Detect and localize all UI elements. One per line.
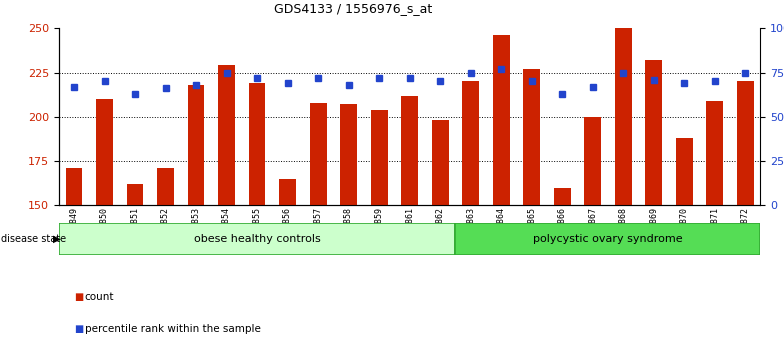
Bar bbox=[96, 99, 113, 205]
Bar bbox=[371, 110, 387, 205]
Text: count: count bbox=[85, 292, 114, 302]
Bar bbox=[493, 35, 510, 205]
Bar bbox=[310, 103, 326, 205]
Text: polycystic ovary syndrome: polycystic ovary syndrome bbox=[533, 234, 683, 244]
Bar bbox=[249, 83, 266, 205]
Text: GDS4133 / 1556976_s_at: GDS4133 / 1556976_s_at bbox=[274, 2, 432, 15]
Bar bbox=[218, 65, 235, 205]
Bar bbox=[127, 184, 143, 205]
Bar bbox=[456, 223, 760, 255]
Bar bbox=[645, 60, 662, 205]
Bar bbox=[187, 85, 205, 205]
Text: ■: ■ bbox=[74, 324, 84, 334]
Bar bbox=[157, 168, 174, 205]
Bar bbox=[706, 101, 723, 205]
Bar bbox=[279, 179, 296, 205]
Text: ▶: ▶ bbox=[53, 234, 61, 244]
Bar bbox=[554, 188, 571, 205]
Bar bbox=[463, 81, 479, 205]
Bar bbox=[523, 69, 540, 205]
Bar bbox=[737, 81, 753, 205]
Text: ■: ■ bbox=[74, 292, 84, 302]
Text: disease state: disease state bbox=[1, 234, 66, 244]
Bar bbox=[432, 120, 448, 205]
Text: percentile rank within the sample: percentile rank within the sample bbox=[85, 324, 260, 334]
Bar bbox=[676, 138, 692, 205]
Bar bbox=[66, 168, 82, 205]
Text: obese healthy controls: obese healthy controls bbox=[194, 234, 321, 244]
Bar bbox=[59, 223, 456, 255]
Bar bbox=[401, 96, 418, 205]
Bar bbox=[584, 117, 601, 205]
Bar bbox=[340, 104, 357, 205]
Bar bbox=[615, 28, 632, 205]
